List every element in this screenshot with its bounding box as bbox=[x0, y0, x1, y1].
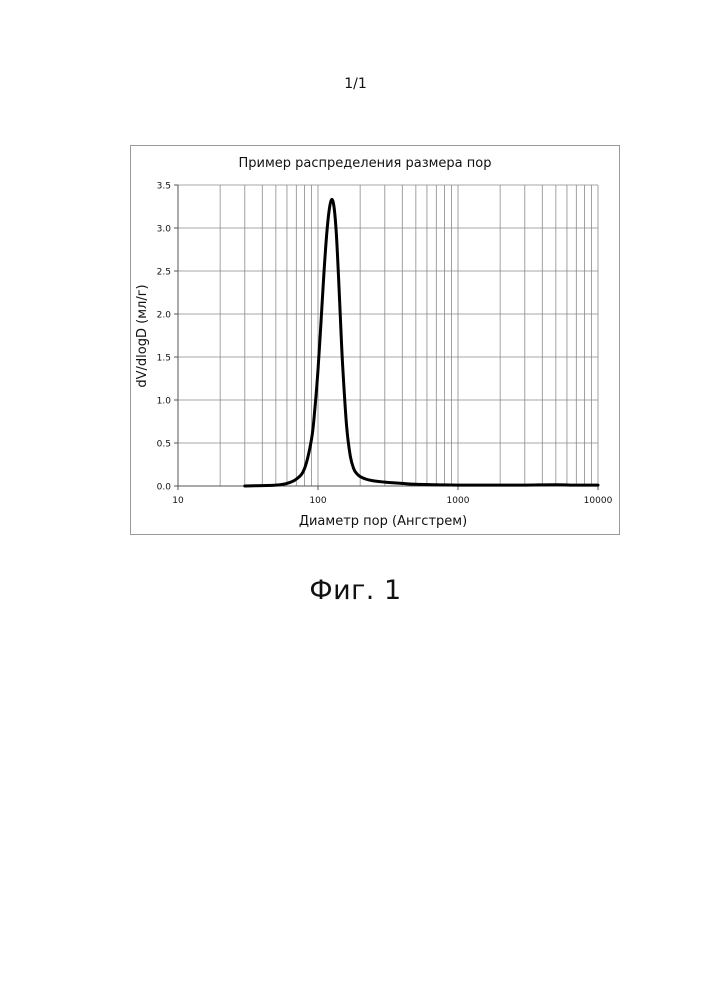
data-point bbox=[353, 468, 354, 469]
data-point bbox=[326, 236, 327, 237]
data-point bbox=[524, 485, 525, 486]
data-point bbox=[336, 232, 337, 233]
x-tick-label: 10000 bbox=[584, 496, 613, 506]
data-point bbox=[314, 408, 315, 409]
data-point bbox=[340, 322, 341, 323]
data-point bbox=[365, 479, 366, 480]
data-point bbox=[576, 485, 577, 486]
data-point bbox=[346, 425, 347, 426]
pore-size-chart: Пример распределения размера пор 0.0 0.5 1… bbox=[130, 145, 620, 535]
x-tick-label: 100 bbox=[309, 496, 326, 506]
y-tick-label: 1.0 bbox=[157, 397, 172, 407]
data-point bbox=[286, 483, 287, 484]
data-point bbox=[323, 275, 324, 276]
data-point bbox=[262, 485, 263, 486]
x-tick-label: 10 bbox=[172, 496, 184, 506]
y-tick-label: 0.5 bbox=[157, 440, 171, 450]
data-point bbox=[320, 322, 321, 323]
data-point bbox=[373, 480, 374, 481]
data-point bbox=[333, 206, 334, 207]
data-point bbox=[436, 484, 437, 485]
data-point bbox=[360, 476, 361, 477]
x-tick-label: 1000 bbox=[447, 496, 470, 506]
data-point bbox=[457, 485, 458, 486]
data-point bbox=[342, 365, 343, 366]
data-point bbox=[328, 210, 329, 211]
data-point bbox=[296, 479, 297, 480]
y-tick-label: 1.5 bbox=[157, 354, 171, 364]
data-point bbox=[415, 484, 416, 485]
y-tick-label: 2.5 bbox=[157, 268, 171, 278]
data-point bbox=[331, 199, 332, 200]
data-point bbox=[384, 482, 385, 483]
data-point bbox=[275, 485, 276, 486]
data-point bbox=[555, 484, 556, 485]
chart-title: Пример распределения размера пор bbox=[239, 156, 492, 171]
data-point bbox=[500, 485, 501, 486]
data-point bbox=[402, 483, 403, 484]
y-tick-label: 3.5 bbox=[157, 182, 171, 192]
data-point bbox=[244, 485, 245, 486]
y-tick-label: 0.0 bbox=[157, 483, 172, 493]
data-point bbox=[597, 485, 598, 486]
data-point bbox=[350, 455, 351, 456]
x-axis-label: Диаметр пор (Ангстрем) bbox=[299, 514, 467, 529]
chart-container: Пример распределения размера пор 0.0 0.5 1… bbox=[130, 145, 620, 535]
data-point bbox=[304, 468, 305, 469]
y-tick-label: 2.0 bbox=[157, 311, 172, 321]
y-tick-label: 3.0 bbox=[157, 225, 172, 235]
data-point bbox=[317, 369, 318, 370]
y-axis-label: dV/dlogD (мл/г) bbox=[135, 284, 150, 387]
page-number: 1/1 bbox=[0, 76, 711, 92]
data-point bbox=[311, 438, 312, 439]
data-point bbox=[356, 473, 357, 474]
figure-caption: Фиг. 1 bbox=[0, 575, 711, 606]
data-point bbox=[338, 275, 339, 276]
chart-border bbox=[131, 146, 620, 535]
